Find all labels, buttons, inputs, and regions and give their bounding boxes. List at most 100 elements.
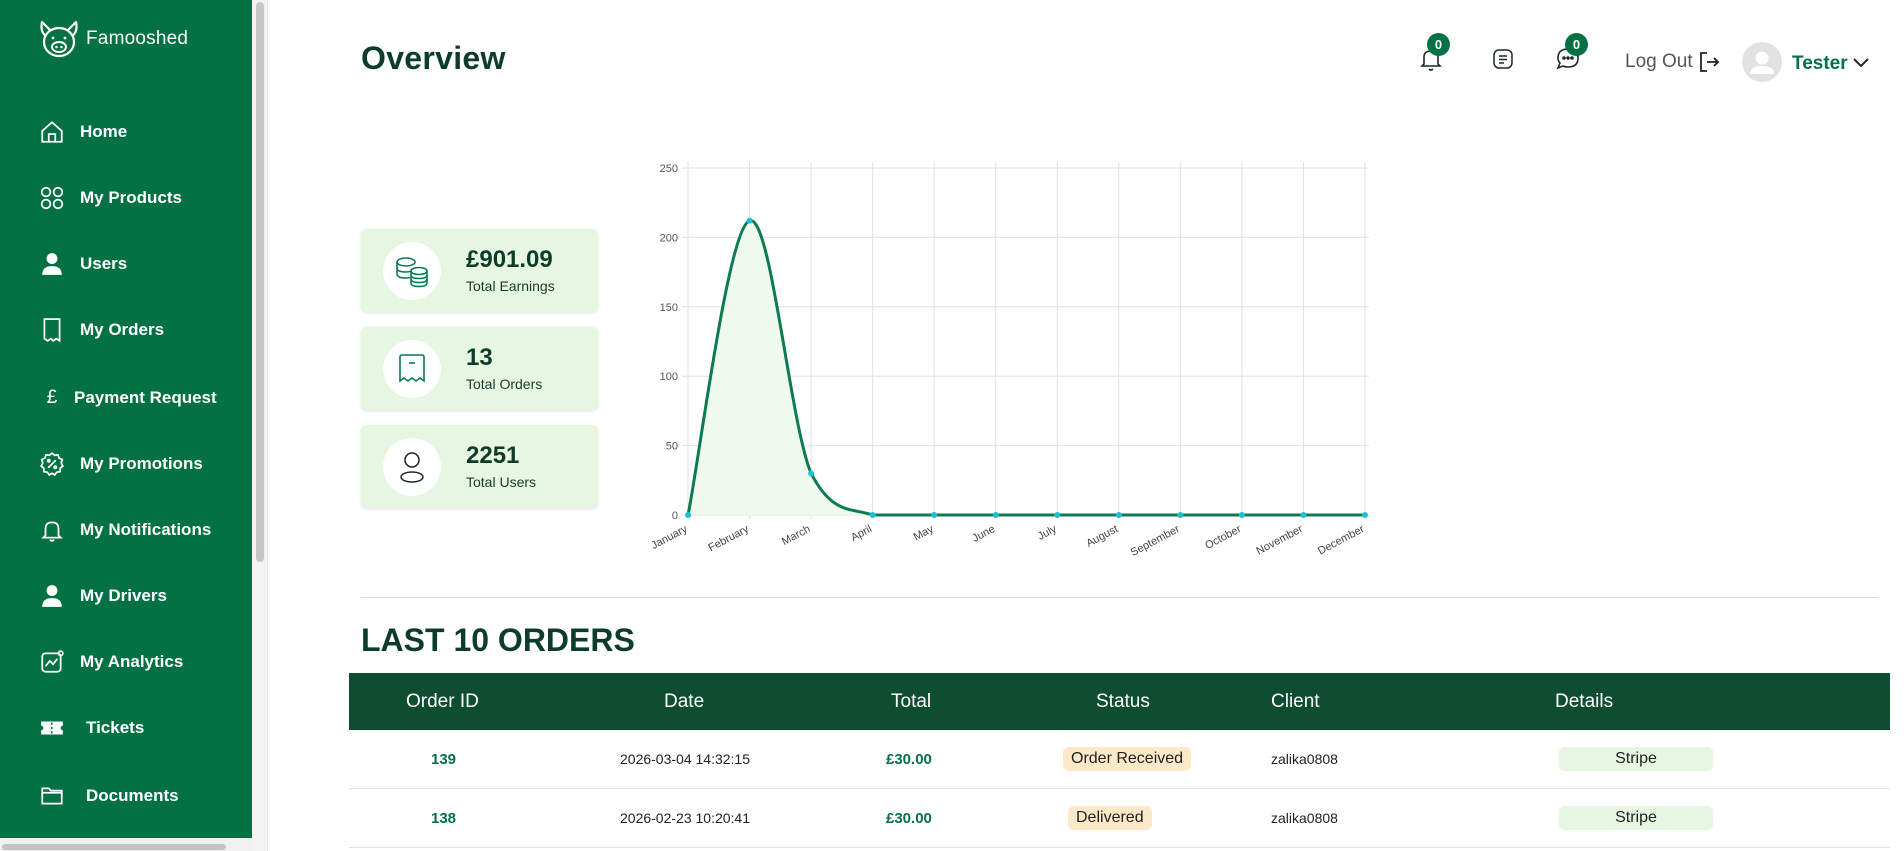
data-point [685,512,691,518]
status-badge-text: Order Received [1063,747,1192,771]
sidebar-item-label: Users [80,254,128,273]
data-point [992,512,999,518]
stat-card-total-earnings: £901.09 Total Earnings [361,229,598,312]
table-row[interactable]: 138 2026-02-23 10:20:41 £30.00 Delivered… [349,789,1890,848]
chevron-down-icon [1853,58,1869,68]
notifications-button[interactable]: 0 [1416,33,1450,74]
column-header-status[interactable]: Status [1096,690,1150,712]
sidebar-item-home[interactable]: Home [38,118,127,146]
sidebar-item-documents[interactable]: Documents [38,782,179,810]
data-point [869,512,876,518]
documents-button[interactable] [1489,45,1517,73]
sidebar-item-my-drivers[interactable]: My Drivers [38,582,167,610]
sidebar-item-my-products[interactable]: My Products [38,184,182,212]
driver-icon [38,582,66,610]
order-id-link[interactable]: 139 [431,750,457,768]
sidebar-item-label: Documents [86,786,179,805]
stat-icon-wrap [383,242,441,300]
sidebar-item-payment-request[interactable]: £ Payment Request [38,384,217,412]
earnings-chart: 0 50 100 150 200 250 January February March April… [640,150,1380,570]
ticket-icon [38,714,66,742]
user-avatar-icon [1750,51,1774,74]
orders-table: Order ID Date Total Status Client Detail… [349,673,1890,848]
status-badge: Delivered [1068,806,1152,830]
brand-logo[interactable]: Famooshed [36,18,188,60]
sidebar-item-my-promotions[interactable]: My Promotions [38,450,203,478]
bell-icon [38,516,66,544]
x-tick-label: September [1129,523,1182,559]
y-tick-label: 0 [672,510,678,522]
sidebar-item-label: Tickets [86,718,145,737]
column-header-order-id[interactable]: Order ID [406,690,479,712]
stat-card-total-orders: 13 Total Orders [361,327,598,410]
page-title: Overview [361,40,506,76]
stat-value: 2251 [466,442,520,469]
stat-label: Total Earnings [466,278,555,294]
details-label[interactable]: Stripe [1559,747,1713,771]
order-total: £30.00 [886,750,932,768]
sidebar-item-users[interactable]: Users [38,250,127,278]
pig-logo-icon [40,20,78,58]
column-header-total[interactable]: Total [891,690,932,712]
data-point [931,512,938,518]
sidebar-item-label: My Orders [80,320,165,339]
sidebar-item-tickets[interactable]: Tickets [38,714,144,742]
sidebar-item-label: My Promotions [80,454,203,473]
details-button: Stripe [1559,747,1713,771]
x-tick-label: October [1203,523,1243,552]
document-icon [1493,49,1513,69]
coins-icon [396,257,428,288]
brand-name: Famooshed [86,28,189,49]
avatar[interactable] [1742,42,1782,82]
table-header: Order ID Date Total Status Client Detail… [349,673,1890,730]
series-area [688,220,1365,515]
scrollbar-thumb[interactable] [256,2,264,562]
x-tick-label: February [706,523,751,554]
y-tick-label: 100 [660,371,678,383]
sidebar-vertical-scrollbar[interactable] [252,0,268,851]
x-tick-label: July [1036,523,1059,543]
series-line [686,219,1365,517]
sidebar-item-label: My Drivers [80,586,167,605]
receipt-icon [38,316,66,344]
data-point [1362,512,1368,518]
order-client: zalika0808 [1271,810,1338,826]
analytics-icon [38,648,66,676]
column-header-client[interactable]: Client [1271,690,1320,712]
chat-icon [1556,48,1579,70]
stat-icon-wrap [383,340,441,398]
stat-label: Total Users [466,474,537,490]
x-tick-label: March [780,523,813,548]
y-tick-label: 200 [660,232,678,244]
sidebar-item-my-orders[interactable]: My Orders [38,316,164,344]
stat-value: £901.09 [466,246,553,273]
status-badge-text: Delivered [1068,806,1152,830]
details-label[interactable]: Stripe [1559,806,1713,830]
earnings-chart-svg: 0 50 100 150 200 250 January February March April… [649,162,1369,559]
column-header-details[interactable]: Details [1555,690,1614,712]
data-point [1177,512,1184,518]
section-divider [361,597,1878,598]
order-total: £30.00 [886,809,932,827]
pound-icon: £ [46,387,58,408]
user-menu-toggle[interactable] [1852,56,1870,74]
scrollbar-thumb[interactable] [2,844,226,850]
orders-section-title: LAST 10 ORDERS [361,622,635,658]
sidebar-horizontal-scrollbar[interactable] [0,838,252,851]
sidebar-item-label: Payment Request [74,388,217,407]
table-row[interactable]: 139 2026-03-04 14:32:15 £30.00 Order Rec… [349,730,1890,789]
logout-button[interactable]: Log Out [1625,50,1721,74]
discount-icon [38,450,66,478]
status-badge: Order Received [1063,747,1192,771]
sidebar-item-my-analytics[interactable]: My Analytics [38,648,183,676]
x-tick-label: December [1316,523,1367,558]
stat-card-total-users: 2251 Total Users [361,425,598,508]
sidebar-item-label: Home [80,122,128,141]
sidebar-item-my-notifications[interactable]: My Notifications [38,516,211,544]
user-name[interactable]: Tester [1792,53,1848,74]
order-id-link[interactable]: 138 [431,809,457,827]
column-header-date[interactable]: Date [664,690,705,712]
messages-badge: 0 [1565,33,1588,56]
messages-button[interactable]: 0 [1553,33,1588,74]
details-button: Stripe [1559,806,1713,830]
